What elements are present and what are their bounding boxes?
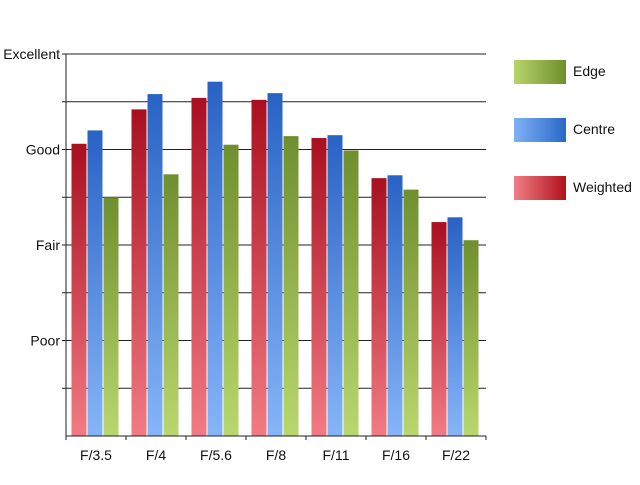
y-tick-label-good: Good (26, 142, 60, 158)
legend-swatch-weighted (514, 176, 566, 200)
bar-centre-F22 (447, 217, 463, 436)
legend-label-weighted: Weighted (573, 179, 632, 195)
x-tick-label: F/11 (323, 447, 350, 463)
bar-edge-F16 (403, 189, 419, 436)
bar-centre-F4 (147, 94, 163, 437)
bar-edge-F11 (343, 150, 359, 436)
x-tick-label: F/22 (442, 447, 470, 463)
bar-weighted-F11 (311, 138, 327, 437)
bar-centre-F8 (267, 93, 283, 436)
bar-weighted-F3-5 (71, 143, 87, 436)
y-tick-label-fair: Fair (36, 237, 60, 253)
legend-label-edge: Edge (573, 63, 606, 79)
axis-labels: Poor Fair Good Excellent F/3.5 F/4 F/5.6 F/8 F/1… (3, 46, 470, 463)
bar-edge-F8 (283, 136, 299, 436)
bar-edge-F22 (463, 240, 479, 436)
bar-edge-F4 (163, 174, 179, 436)
bar-edge-F5-6 (223, 144, 239, 436)
x-tick-label: F/16 (382, 447, 410, 463)
y-tick-label-poor: Poor (30, 333, 60, 349)
x-tick-label: F/3.5 (80, 447, 112, 463)
x-tick-label: F/5.6 (200, 447, 232, 463)
bar-centre-F16 (387, 175, 403, 436)
legend-label-centre: Centre (573, 121, 616, 137)
bar-centre-F11 (327, 135, 343, 437)
bar-weighted-F16 (371, 178, 387, 436)
bars (71, 81, 479, 437)
bar-weighted-F5-6 (191, 97, 207, 437)
legend-swatch-centre (514, 118, 566, 142)
x-tick-label: F/8 (266, 447, 286, 463)
bar-edge-F3-5 (103, 197, 119, 436)
bar-weighted-F22 (431, 222, 447, 436)
y-tick-label-excellent: Excellent (3, 46, 60, 62)
bar-weighted-F8 (251, 99, 267, 436)
bar-weighted-F4 (131, 109, 147, 436)
bar-centre-F3-5 (87, 130, 103, 436)
legend-item-weighted: Weighted (514, 176, 640, 200)
legend-swatch-edge (514, 60, 566, 84)
x-tick-label: F/4 (146, 447, 166, 463)
bar-centre-F5-6 (207, 81, 223, 436)
axes (62, 53, 487, 440)
legend-item-edge: Edge (514, 60, 640, 84)
legend-item-centre: Centre (514, 118, 640, 142)
